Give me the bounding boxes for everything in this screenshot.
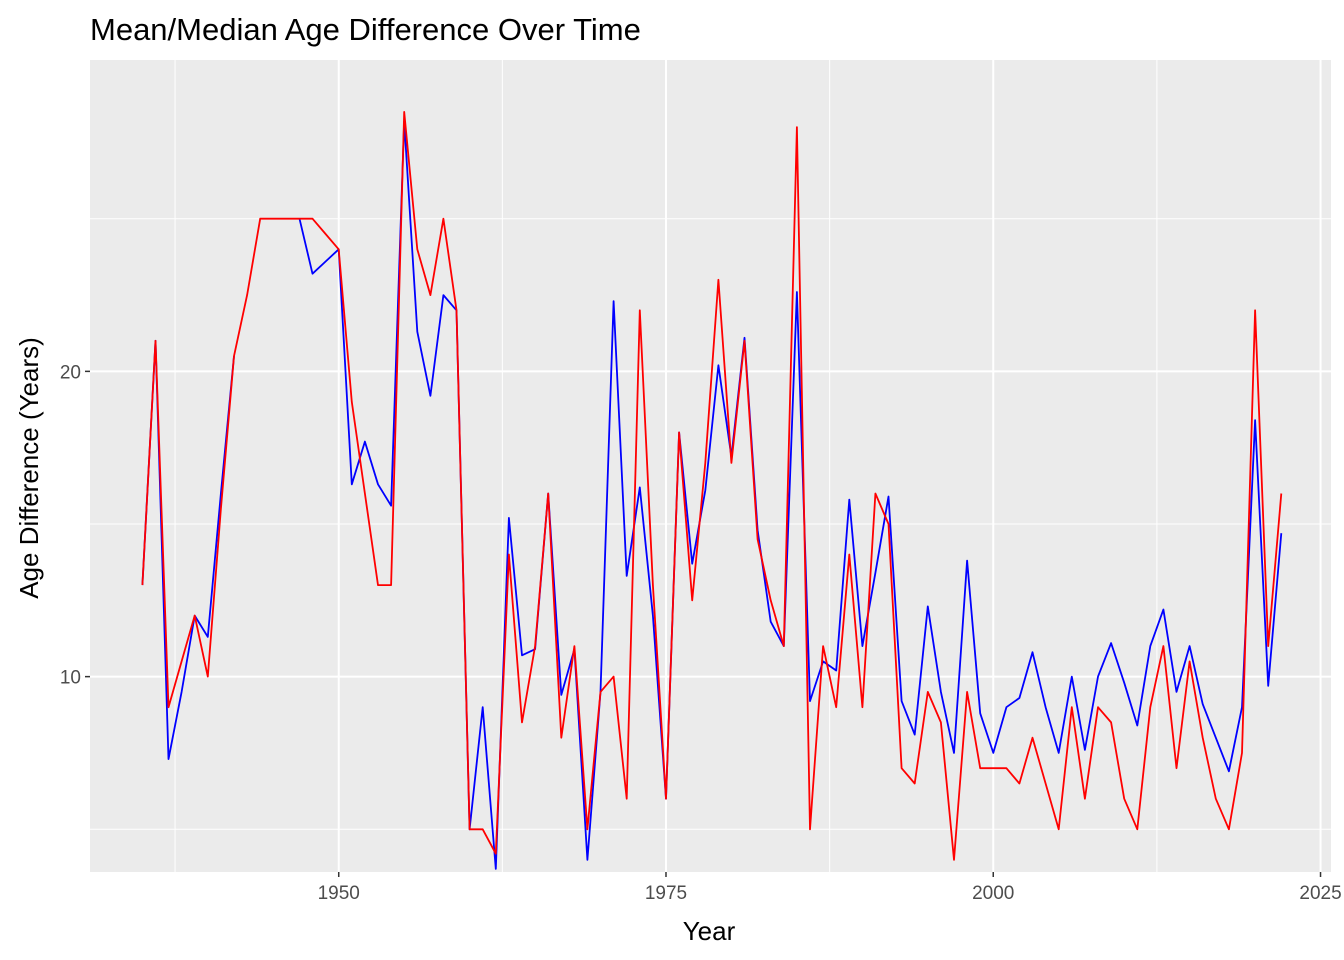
chart-title: Mean/Median Age Difference Over Time: [90, 12, 641, 47]
series-median-line: [141, 111, 1283, 861]
y-axis-title: Age Difference (Years): [14, 337, 44, 599]
y-axis: 10 20: [60, 362, 90, 689]
x-tick-label: 1975: [645, 883, 687, 904]
x-tick-label: 1950: [318, 883, 360, 904]
series-layer: [141, 111, 1283, 870]
y-tick-label: 20: [60, 362, 81, 383]
x-tick-label: 2000: [972, 883, 1014, 904]
x-axis: 1950 1975 2000 2025: [318, 872, 1342, 904]
y-tick-label: 10: [60, 668, 81, 689]
plot-panel: [90, 60, 1331, 872]
major-gridlines: [90, 60, 1331, 872]
x-tick-label: 2025: [1299, 883, 1341, 904]
series-line-segment: [141, 111, 1283, 861]
minor-gridlines: [90, 60, 1331, 872]
x-axis-title: Year: [683, 916, 736, 946]
